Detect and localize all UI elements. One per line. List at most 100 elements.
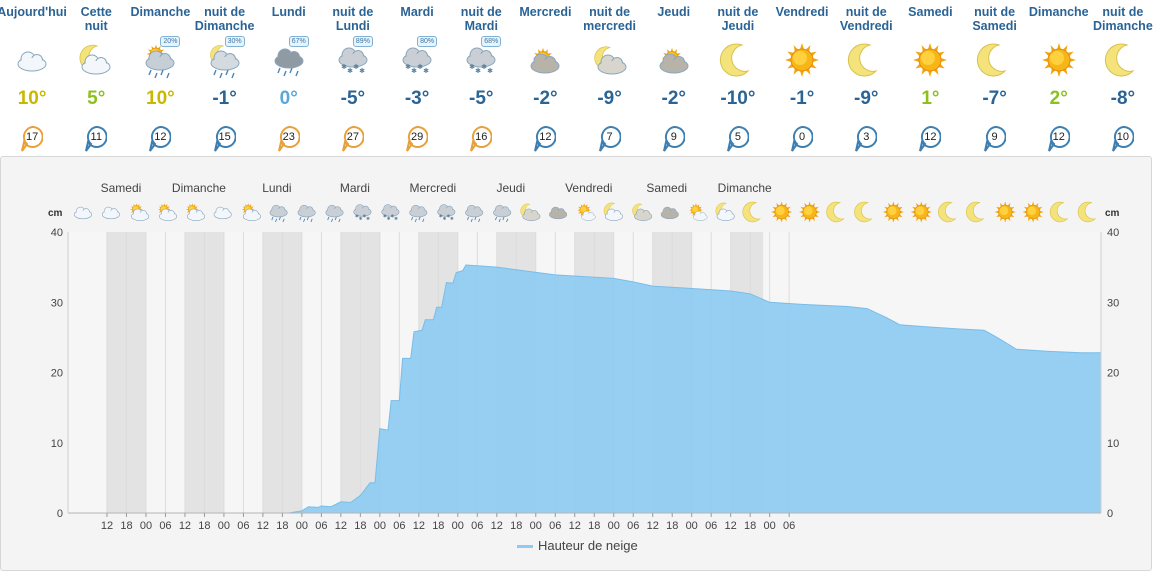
svg-text:✱: ✱ — [423, 67, 429, 75]
snow-icon: ✱✱✱✱ — [338, 47, 368, 75]
svg-text:✱: ✱ — [383, 214, 387, 219]
forecast-period[interactable]: Mardi ✱ ✱ ✱ ✱ 80% -3° 29 — [386, 0, 448, 156]
y-tick-label-right: 10 — [1107, 438, 1119, 450]
chart-legend[interactable]: Hauteur de neige — [517, 538, 638, 553]
sun-icon — [771, 201, 793, 223]
sun-icon — [994, 201, 1016, 223]
x-tick-label: 12 — [413, 520, 425, 532]
cloud-sun-icon — [130, 203, 150, 221]
wind-speed: 5 — [734, 131, 741, 143]
period-name: nuit de Vendredi — [839, 5, 893, 33]
x-tick-label: 06 — [627, 520, 639, 532]
period-name: nuit de Samedi — [972, 5, 1017, 33]
wind-direction-icon — [277, 126, 300, 152]
fog-night-icon — [520, 203, 541, 221]
moon-icon — [938, 201, 957, 223]
fog-icon — [549, 206, 568, 220]
day-label: Dimanche — [172, 181, 226, 195]
snow-icon: ✱✱✱✱ — [466, 47, 496, 75]
forecast-period[interactable]: nuit de Lundi ✱ ✱ ✱ ✱ 89% -5° 27 — [322, 0, 384, 156]
x-tick-label: 06 — [549, 520, 561, 532]
svg-text:✱: ✱ — [347, 67, 353, 75]
wind-badge: 17 — [21, 126, 44, 152]
wind-direction-icon — [534, 126, 557, 152]
x-tick-label: 00 — [374, 520, 386, 532]
x-tick-label: 00 — [296, 520, 308, 532]
forecast-period[interactable]: Vendredi -1° 0 — [771, 0, 833, 156]
y-tick-label-right: 40 — [1107, 227, 1119, 239]
rain-icon — [465, 204, 484, 223]
wind-speed: 3 — [863, 131, 870, 143]
forecast-period[interactable]: nuit de Samedi -7° 9 — [964, 0, 1026, 156]
wind-speed: 0 — [799, 131, 806, 143]
forecast-period[interactable]: nuit de mercredi -9° 7 — [579, 0, 641, 156]
svg-text:✱: ✱ — [469, 63, 475, 71]
svg-text:✱: ✱ — [417, 63, 423, 71]
wind-speed: 12 — [1052, 131, 1065, 143]
day-label: Dimanche — [718, 181, 772, 195]
forecast-period[interactable]: Dimanche 20% 10° 12 — [129, 0, 191, 156]
snow-depth-line — [68, 264, 1101, 514]
temperature: -9° — [854, 88, 879, 109]
wind-speed: 17 — [25, 131, 39, 143]
period-name: Cette nuit — [80, 5, 112, 33]
period-name: Samedi — [908, 5, 953, 19]
forecast-period[interactable]: nuit de Mardi ✱ ✱ ✱ ✱ 68% -5° 16 — [450, 0, 512, 156]
moon-icon — [854, 201, 873, 223]
wind-direction-icon — [1111, 126, 1134, 152]
wind-badge: 16 — [470, 126, 493, 152]
wind-direction-icon — [213, 126, 236, 152]
rain-icon — [269, 204, 288, 223]
forecast-period[interactable]: nuit de Dimanche -8° 10 — [1092, 0, 1154, 156]
wind-badge: 15 — [213, 126, 236, 152]
x-tick-label: 18 — [198, 520, 210, 532]
forecast-period[interactable]: Mercredi -2° 12 — [514, 0, 576, 156]
forecast-period[interactable]: Samedi 1° 12 — [899, 0, 961, 156]
sun-icon — [1022, 201, 1044, 223]
cloud-night-icon — [715, 202, 735, 221]
sun-icon — [1041, 43, 1076, 77]
forecast-period[interactable]: Dimanche 2° 12 — [1028, 0, 1090, 156]
svg-text:✱: ✱ — [439, 214, 443, 219]
wind-badge: 12 — [149, 126, 172, 152]
cloud-night-icon — [603, 202, 623, 221]
precip-badge: 89% — [352, 36, 373, 47]
forecast-period[interactable]: Aujourd'hui 10° 17 — [0, 0, 67, 156]
day-label: Samedi — [101, 181, 142, 195]
period-name: Mercredi — [519, 5, 572, 19]
forecast-period[interactable]: nuit de Dimanche 30% -1° 15 — [194, 0, 256, 156]
temperature: 5° — [87, 88, 106, 109]
y-tick-label-left: 30 — [51, 297, 63, 309]
snow-chart-panel: 0 0 10 10 20 20 30 30 40 40 cm cm 12 18 00 06 12 18 00 06 12… — [0, 156, 1152, 571]
x-tick-label: 06 — [471, 520, 483, 532]
svg-text:✱: ✱ — [487, 67, 493, 75]
forecast-period[interactable]: nuit de Vendredi -9° 3 — [835, 0, 897, 156]
wind-speed: 12 — [924, 131, 937, 143]
moon-icon — [742, 201, 761, 223]
wind-badge: 9 — [983, 126, 1006, 152]
forecast-period[interactable]: Lundi 67% 0° 23 — [258, 0, 320, 156]
period-name: Dimanche — [1028, 5, 1089, 19]
fog-sun-icon — [530, 47, 560, 74]
temperature: -8° — [1110, 88, 1136, 109]
temperature: -3° — [404, 88, 430, 109]
moon-icon — [1049, 201, 1069, 223]
x-tick-label: 00 — [218, 520, 230, 532]
x-tick-label: 12 — [491, 520, 503, 532]
period-name: Jeudi — [657, 5, 691, 19]
forecast-period[interactable]: Cette nuit 5° 11 — [65, 0, 127, 156]
precip-badge: 67% — [288, 36, 309, 47]
svg-text:✱: ✱ — [387, 216, 391, 221]
forecast-period[interactable]: Jeudi -2° 9 — [643, 0, 705, 156]
fog-icon — [660, 206, 679, 220]
forecast-period[interactable]: nuit de Jeudi -10° 5 — [707, 0, 769, 156]
temperature: 1° — [921, 88, 940, 109]
x-tick-label: 00 — [530, 520, 542, 532]
x-tick-label: 18 — [510, 520, 522, 532]
wind-direction-icon — [341, 126, 364, 152]
wind-speed: 12 — [154, 131, 167, 143]
cloud-icon — [213, 206, 232, 220]
wind-speed: 9 — [670, 131, 677, 143]
rain-icon — [297, 204, 316, 223]
wind-badge: 12 — [919, 126, 942, 152]
